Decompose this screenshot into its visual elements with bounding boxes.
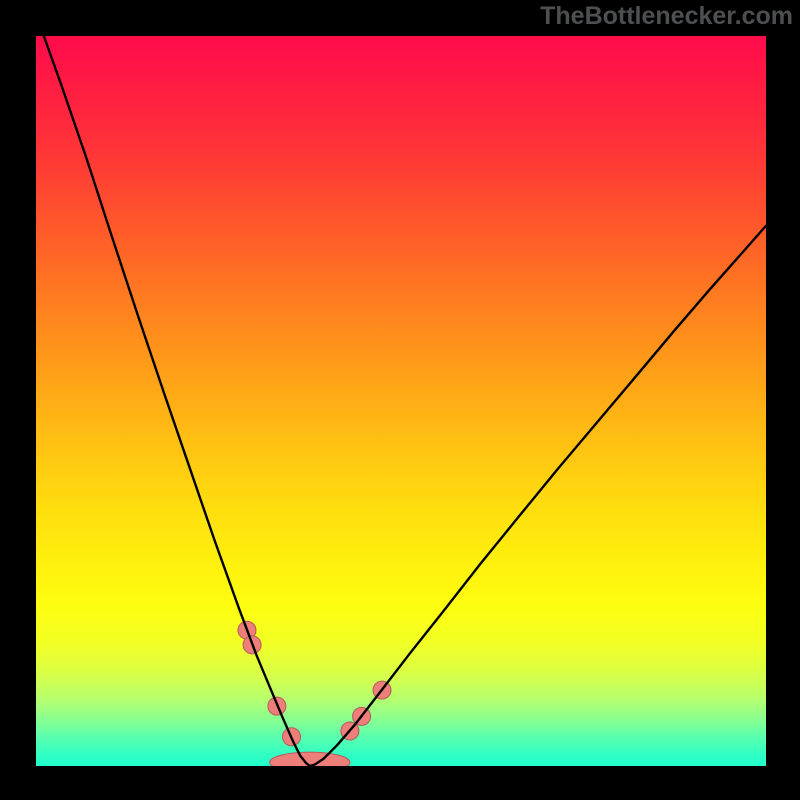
chart-svg [36, 36, 766, 766]
plot-area [36, 36, 766, 766]
gradient-background [36, 36, 766, 766]
stage: TheBottlenecker.com [0, 0, 800, 800]
watermark-label: TheBottlenecker.com [540, 2, 793, 31]
